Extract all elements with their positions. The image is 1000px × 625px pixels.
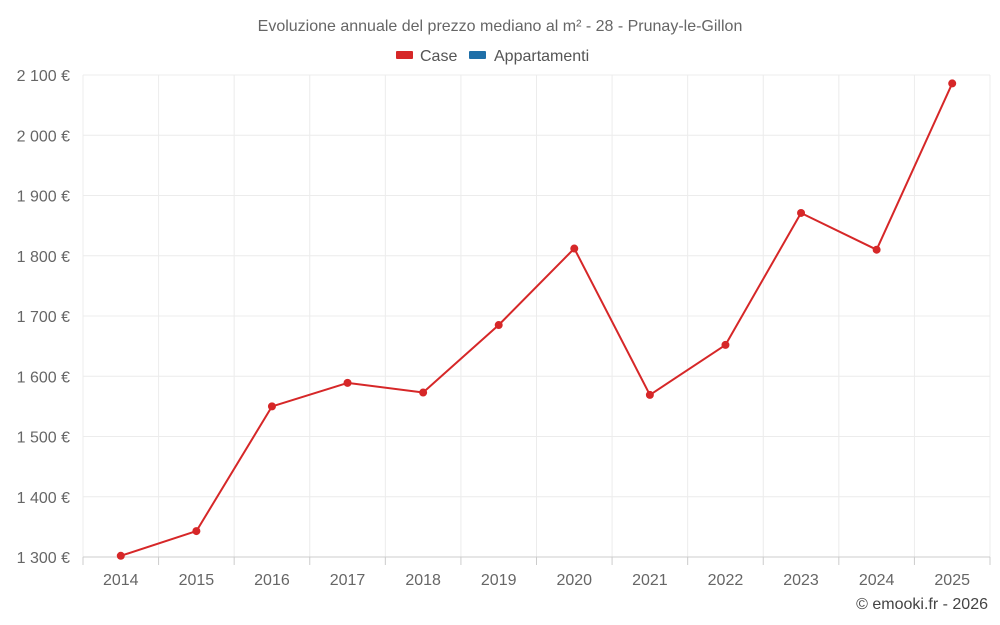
x-tick-label: 2019 [481, 572, 517, 589]
x-tick-label: 2020 [556, 572, 592, 589]
y-tick-label: 1 900 € [17, 189, 70, 206]
x-tick-label: 2021 [632, 572, 668, 589]
x-tick-label: 2024 [859, 572, 895, 589]
y-tick-label: 2 000 € [17, 128, 70, 145]
legend-label-appartamenti: Appartamenti [494, 48, 589, 65]
legend-swatch-case [396, 51, 413, 59]
x-tick-label: 2015 [179, 572, 215, 589]
y-axis: 1 300 € 1 400 € 1 500 € 1 600 € 1 700 € 1 800… [17, 68, 70, 567]
x-tick-label: 2025 [934, 572, 970, 589]
legend: Case Appartamenti [396, 48, 589, 65]
chart-title: Evoluzione annuale del prezzo mediano al… [258, 18, 743, 35]
x-tick-label: 2023 [783, 572, 819, 589]
x-tick-label: 2018 [405, 572, 441, 589]
y-tick-label: 1 700 € [17, 309, 70, 326]
data-point[interactable] [721, 340, 730, 349]
legend-item-appartamenti[interactable]: Appartamenti [469, 48, 589, 65]
legend-swatch-appartamenti [469, 51, 486, 59]
data-point[interactable] [570, 244, 579, 253]
data-point[interactable] [645, 390, 654, 399]
series-case [116, 79, 957, 560]
data-point[interactable] [797, 208, 806, 217]
legend-item-case[interactable]: Case [396, 48, 457, 65]
legend-label-case: Case [420, 48, 457, 65]
x-tick-label: 2017 [330, 572, 366, 589]
x-tick-label: 2014 [103, 572, 139, 589]
credit-text: © emooki.fr - 2026 [856, 596, 988, 613]
data-point[interactable] [419, 388, 428, 397]
grid [82, 74, 991, 557]
y-tick-label: 2 100 € [17, 68, 70, 85]
data-point[interactable] [116, 551, 125, 560]
y-tick-label: 1 300 € [17, 550, 70, 567]
data-point[interactable] [872, 245, 881, 254]
x-tick-label: 2016 [254, 572, 290, 589]
series-line-case [120, 82, 954, 557]
data-point[interactable] [494, 321, 503, 330]
data-point[interactable] [948, 79, 957, 88]
y-tick-label: 1 400 € [17, 490, 70, 507]
data-point[interactable] [192, 527, 201, 536]
x-tick-label: 2022 [708, 572, 744, 589]
y-tick-label: 1 600 € [17, 369, 70, 386]
y-tick-label: 1 800 € [17, 249, 70, 266]
x-axis: 2014 2015 2016 2017 2018 2019 2020 2021 2022 2023… [82, 556, 991, 589]
y-tick-label: 1 500 € [17, 430, 70, 447]
data-point[interactable] [343, 378, 352, 387]
data-point[interactable] [267, 402, 276, 411]
